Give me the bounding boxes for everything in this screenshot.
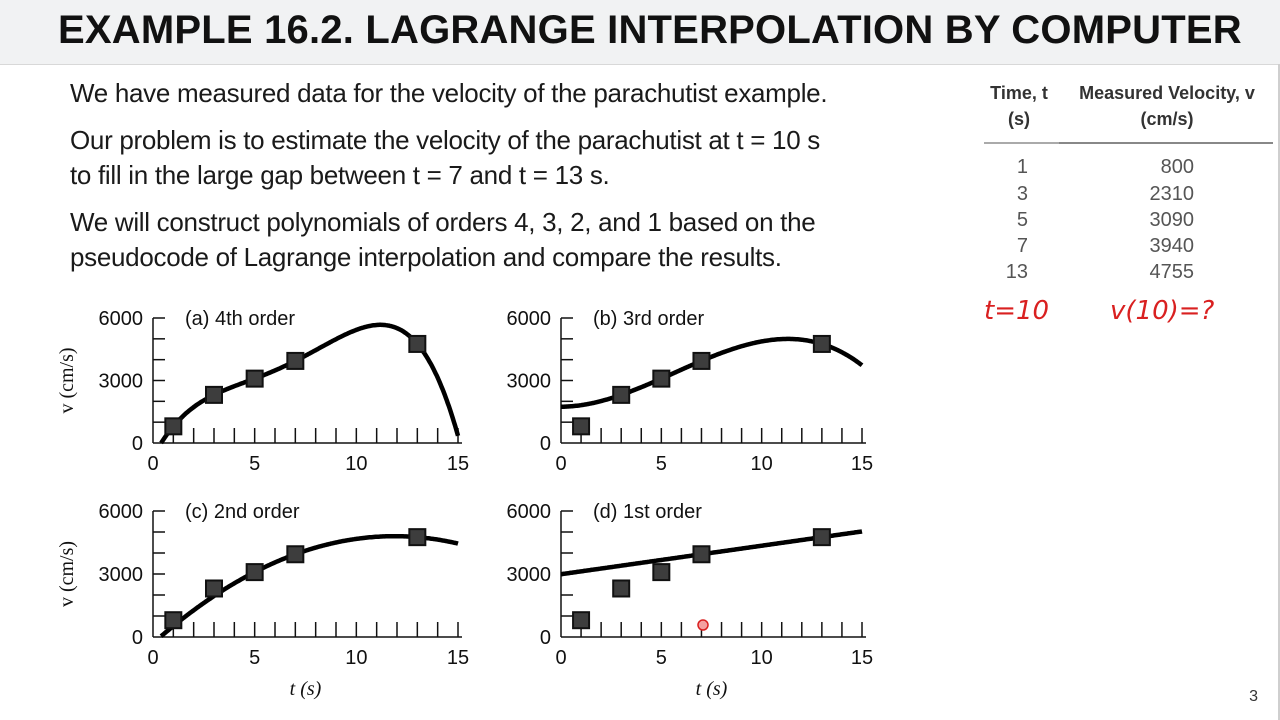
y-tick-label: 6000	[99, 308, 144, 330]
y-tick-label: 3000	[507, 564, 552, 586]
x-tick-label: 15	[851, 453, 873, 475]
title-bar: EXAMPLE 16.2. LAGRANGE INTERPOLATION BY …	[0, 0, 1280, 65]
y-tick-label: 3000	[507, 371, 552, 393]
table-rule-1	[984, 142, 1059, 144]
data-point-marker	[572, 611, 591, 630]
handwritten-v-annotation: v(10)=?	[1110, 296, 1215, 326]
x-tick-label: 10	[345, 453, 367, 475]
x-tick-label: 0	[147, 647, 158, 669]
cell-t: 13	[1005, 261, 1028, 283]
data-point-marker	[245, 563, 264, 582]
page-number: 3	[1249, 688, 1258, 705]
x-axis-label: t (s)	[290, 678, 322, 700]
cell-t: 7	[1016, 235, 1028, 257]
panel-title: (a) 4th order	[185, 308, 295, 330]
y-tick-label: 0	[540, 433, 551, 455]
x-tick-label: 15	[447, 647, 469, 669]
paragraph-2-line-2: to fill in the large gap between t = 7 a…	[70, 160, 610, 190]
x-tick-label: 5	[656, 453, 667, 475]
handwritten-t-annotation: t=10	[984, 296, 1050, 326]
data-point-marker	[164, 611, 183, 630]
data-point-marker	[652, 369, 671, 388]
x-tick-label: 10	[751, 453, 773, 475]
header-velocity: Measured Velocity, v (cm/s)	[1062, 80, 1272, 132]
cell-v: 3940	[1149, 235, 1195, 257]
x-tick-label: 5	[249, 453, 260, 475]
data-point-marker	[408, 334, 427, 353]
x-tick-label: 5	[656, 647, 667, 669]
panel-title: (c) 2nd order	[185, 501, 300, 523]
table-rule-2	[1059, 142, 1273, 144]
cell-v: 800	[1160, 156, 1194, 178]
y-tick-label: 3000	[99, 371, 144, 393]
header-time-line1: Time, t	[990, 83, 1048, 103]
data-point-marker	[286, 545, 305, 564]
slide-edge	[1278, 64, 1280, 720]
data-point-marker	[612, 385, 631, 404]
header-velocity-line1: Measured Velocity, v	[1079, 83, 1255, 103]
x-tick-label: 0	[555, 453, 566, 475]
panel-title: (b) 3rd order	[593, 308, 704, 330]
cell-v: 4755	[1149, 261, 1195, 283]
cell-v: 2310	[1149, 183, 1195, 205]
y-axis-label: v (cm/s)	[56, 347, 78, 413]
data-point-marker	[245, 369, 264, 388]
x-tick-label: 10	[345, 647, 367, 669]
y-axis-label: v (cm/s)	[56, 541, 78, 607]
y-tick-label: 0	[132, 433, 143, 455]
x-tick-label: 15	[447, 453, 469, 475]
pointer-dot	[697, 619, 709, 631]
x-axis-label: t (s)	[696, 678, 728, 700]
paragraph-3-line-2: pseudocode of Lagrange interpolation and…	[70, 242, 782, 272]
header-time: Time, t (s)	[982, 80, 1056, 132]
y-tick-label: 3000	[99, 564, 144, 586]
header-velocity-line2: (cm/s)	[1140, 109, 1194, 129]
paragraph-2-line-1: Our problem is to estimate the velocity …	[70, 125, 820, 155]
y-tick-label: 0	[540, 627, 551, 649]
cell-t: 3	[1016, 183, 1028, 205]
data-point-marker	[812, 334, 831, 353]
data-point-marker	[692, 351, 711, 370]
paragraph-1: We have measured data for the velocity o…	[70, 78, 828, 108]
data-point-marker	[408, 528, 427, 547]
x-tick-label: 0	[147, 453, 158, 475]
data-point-marker	[812, 528, 831, 547]
cell-v: 3090	[1149, 209, 1195, 231]
data-point-marker	[692, 545, 711, 564]
x-tick-label: 15	[851, 647, 873, 669]
cell-t: 1	[1016, 156, 1028, 178]
data-point-marker	[612, 579, 631, 598]
data-point-marker	[652, 563, 671, 582]
cell-t: 5	[1016, 209, 1028, 231]
y-tick-label: 0	[132, 627, 143, 649]
x-tick-label: 5	[249, 647, 260, 669]
header-time-line2: (s)	[1008, 109, 1030, 129]
y-tick-label: 6000	[507, 501, 552, 523]
panel-title: (d) 1st order	[593, 501, 702, 523]
y-tick-label: 6000	[99, 501, 144, 523]
data-point-marker	[286, 351, 305, 370]
x-tick-label: 10	[751, 647, 773, 669]
data-point-marker	[205, 385, 223, 404]
interpolating-polynomial-curve	[560, 529, 863, 577]
y-tick-label: 6000	[507, 308, 552, 330]
interpolating-polynomial-curve	[561, 336, 864, 409]
x-tick-label: 0	[555, 647, 566, 669]
data-point-marker	[205, 579, 223, 598]
slide-title: EXAMPLE 16.2. LAGRANGE INTERPOLATION BY …	[58, 8, 1242, 52]
data-point-marker	[164, 417, 183, 436]
paragraph-3-line-1: We will construct polynomials of orders …	[70, 207, 816, 237]
data-point-marker	[572, 417, 591, 436]
